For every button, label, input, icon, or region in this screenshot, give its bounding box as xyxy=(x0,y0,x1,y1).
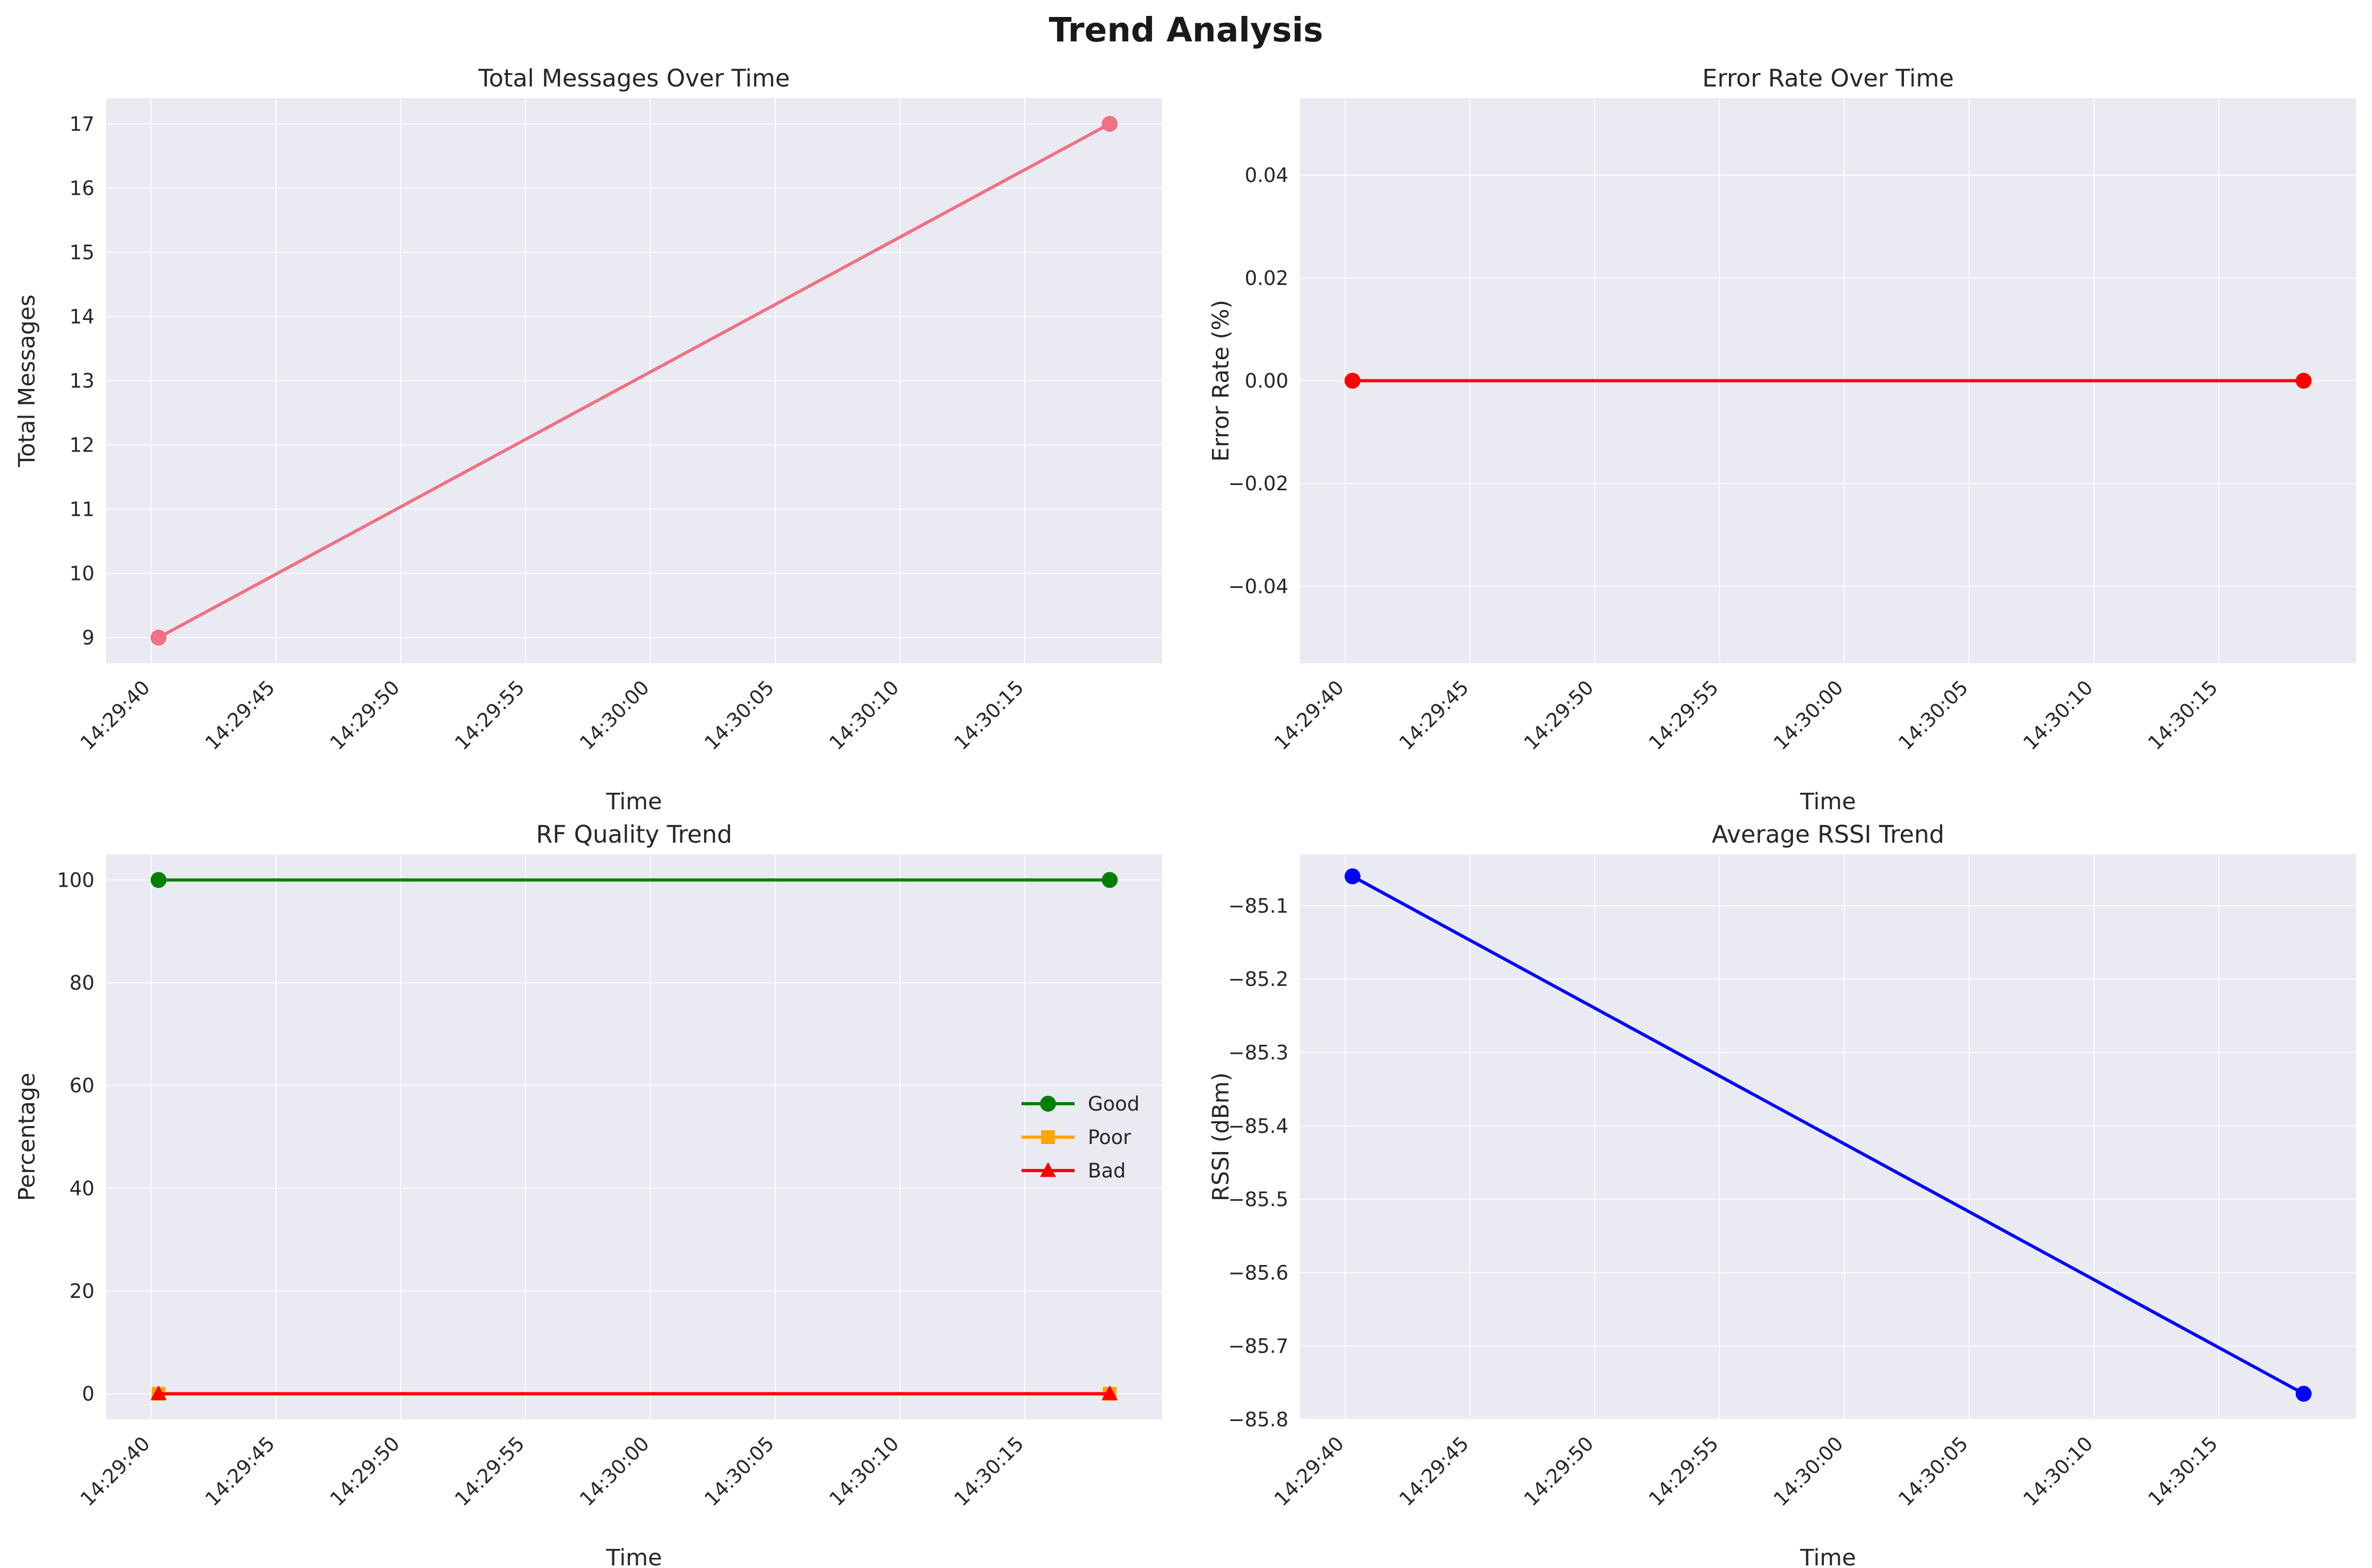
y-tick-label: −0.02 xyxy=(1228,472,1288,495)
figure-title: Trend Analysis xyxy=(1049,11,1323,49)
y-tick-label: 13 xyxy=(70,370,94,393)
panel-title: Total Messages Over Time xyxy=(478,64,790,92)
series-point xyxy=(150,629,167,646)
y-tick-label: 10 xyxy=(70,562,94,585)
series-point xyxy=(1344,372,1361,389)
bad-point xyxy=(1102,1385,1118,1400)
panel-total-messages-over-time: 14:29:40 14:29:45 14:29:50 14:29:55 14:30:00… xyxy=(14,64,1162,815)
x-axis-label: Time xyxy=(605,789,662,815)
panel-title: Error Rate Over Time xyxy=(1702,64,1954,92)
y-tick-label: −85.2 xyxy=(1228,968,1288,991)
x-axis-label: Time xyxy=(605,1545,662,1568)
y-tick-label: 80 xyxy=(70,972,94,994)
series-point xyxy=(1102,116,1118,132)
x-axis-label: Time xyxy=(1799,1545,1856,1568)
panel-title: Average RSSI Trend xyxy=(1712,820,1944,848)
good-point xyxy=(1102,872,1118,888)
good-point xyxy=(150,872,167,888)
series-point xyxy=(1344,868,1361,885)
y-tick-label: −0.04 xyxy=(1228,575,1288,598)
legend-marker xyxy=(1040,1162,1056,1177)
series-line xyxy=(158,122,1111,639)
legend-label-good: Good xyxy=(1088,1093,1139,1115)
y-tick-label: 20 xyxy=(70,1280,94,1303)
y-tick-label: −85.3 xyxy=(1228,1041,1288,1064)
y-tick-label: −85.7 xyxy=(1228,1335,1288,1358)
bad-point xyxy=(150,1385,167,1400)
y-tick-label: 40 xyxy=(70,1177,94,1200)
legend-label-poor: Poor xyxy=(1088,1126,1131,1149)
y-axis-label: Percentage xyxy=(14,1073,40,1201)
y-tick-label: 12 xyxy=(70,434,94,457)
y-tick-label: 100 xyxy=(57,869,94,891)
y-tick-label: −85.8 xyxy=(1228,1408,1288,1431)
y-tick-label: 16 xyxy=(70,177,94,200)
y-tick-label: 11 xyxy=(70,498,94,521)
y-tick-label: −85.6 xyxy=(1228,1261,1288,1284)
y-axis-label: RSSI (dBm) xyxy=(1208,1072,1234,1201)
series-point xyxy=(2296,1385,2312,1402)
y-tick-label: −85.1 xyxy=(1228,895,1288,917)
y-tick-label: 0.04 xyxy=(1245,164,1288,187)
y-axis-label: Error Rate (%) xyxy=(1208,300,1234,462)
series-line xyxy=(1352,874,2305,1396)
panel-title: RF Quality Trend xyxy=(536,820,732,848)
y-axis-label: Total Messages xyxy=(14,294,40,467)
y-tick-label: 15 xyxy=(70,241,94,264)
y-tick-label: −85.4 xyxy=(1228,1115,1288,1138)
y-tick-label: 17 xyxy=(70,112,94,135)
legend: Good Poor Bad xyxy=(1021,1093,1139,1182)
y-tick-label: 9 xyxy=(82,627,94,649)
y-tick-label: 14 xyxy=(70,305,94,328)
legend-marker xyxy=(1041,1130,1055,1144)
legend-label-bad: Bad xyxy=(1088,1159,1126,1182)
y-tick-label: 0.02 xyxy=(1245,267,1288,290)
plot-area xyxy=(106,854,1162,1419)
series-point xyxy=(2296,372,2312,389)
y-tick-label: 0 xyxy=(82,1383,94,1406)
y-tick-label: 60 xyxy=(70,1075,94,1097)
x-axis-label: Time xyxy=(1799,789,1856,815)
y-tick-label: −85.5 xyxy=(1228,1188,1288,1211)
y-tick-label: 0.00 xyxy=(1245,370,1288,393)
legend-marker xyxy=(1040,1096,1056,1112)
